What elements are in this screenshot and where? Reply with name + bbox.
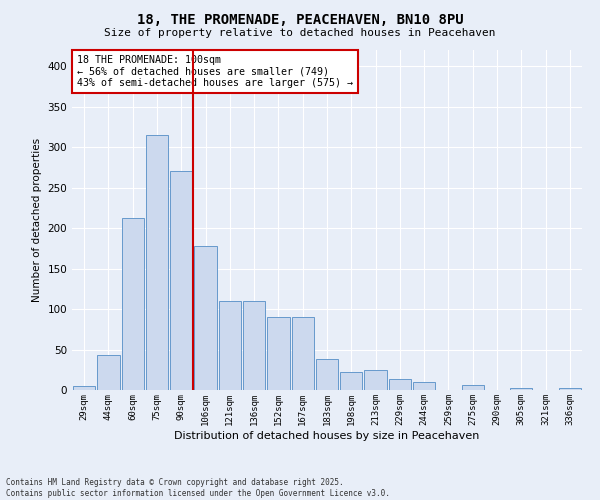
Text: Contains HM Land Registry data © Crown copyright and database right 2025.
Contai: Contains HM Land Registry data © Crown c… [6, 478, 390, 498]
Bar [122, 218, 144, 390]
Text: Size of property relative to detached houses in Peacehaven: Size of property relative to detached ho… [104, 28, 496, 38]
Text: 18 THE PROMENADE: 100sqm
← 56% of detached houses are smaller (749)
43% of semi-: 18 THE PROMENADE: 100sqm ← 56% of detach… [77, 55, 353, 88]
Bar [267, 317, 290, 390]
Bar [146, 135, 168, 390]
Bar [316, 359, 338, 390]
Bar [292, 317, 314, 390]
X-axis label: Distribution of detached houses by size in Peacehaven: Distribution of detached houses by size … [175, 430, 479, 440]
Text: 18, THE PROMENADE, PEACEHAVEN, BN10 8PU: 18, THE PROMENADE, PEACEHAVEN, BN10 8PU [137, 12, 463, 26]
Bar [413, 382, 436, 390]
Bar [97, 355, 119, 390]
Bar [73, 386, 95, 390]
Bar [340, 372, 362, 390]
Bar [461, 385, 484, 390]
Y-axis label: Number of detached properties: Number of detached properties [32, 138, 42, 302]
Bar [194, 246, 217, 390]
Bar [218, 301, 241, 390]
Bar [389, 378, 411, 390]
Bar [510, 388, 532, 390]
Bar [364, 370, 387, 390]
Bar [170, 172, 193, 390]
Bar [559, 388, 581, 390]
Bar [243, 301, 265, 390]
